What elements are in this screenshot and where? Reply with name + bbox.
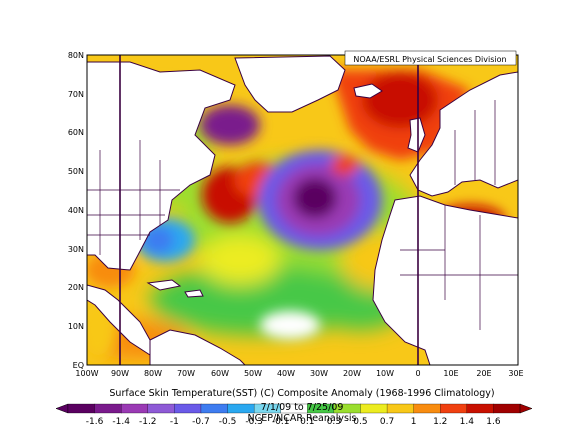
colorbar-label: -1.6 [86, 417, 104, 427]
continents [87, 55, 518, 365]
africa-land [372, 195, 518, 365]
credit-text: NOAA/ESRL Physical Sciences Division [353, 55, 506, 64]
colorbar-swatch [386, 403, 415, 414]
colorbar-label: 0.5 [353, 417, 367, 427]
map-frame [86, 54, 519, 366]
colorbar-label: -0.3 [245, 417, 263, 427]
colorbar-arrow-low [55, 403, 69, 414]
colorbar-swatch [200, 403, 229, 414]
colorbar-swatch [147, 403, 176, 414]
lon-label: 40W [277, 369, 295, 378]
lat-label: 20N [68, 283, 84, 292]
colorbar-label: 1.6 [486, 417, 501, 427]
reference-meridians [119, 55, 419, 365]
colorbar-label: 1 [411, 417, 417, 427]
colorbar-label: -0.7 [192, 417, 210, 427]
colorbar-swatch [413, 403, 441, 414]
caribbean-islands [146, 279, 204, 298]
lat-label: 40N [68, 206, 84, 215]
lon-label: 90W [111, 369, 129, 378]
lat-label: 50N [68, 167, 84, 176]
lon-label: 20W [343, 369, 361, 378]
colorbar-swatch [174, 403, 202, 414]
north-america-land [87, 61, 236, 271]
lat-label: 70N [68, 90, 84, 99]
colorbar-label: 1.4 [460, 417, 475, 427]
colorbar-label: -1.2 [139, 417, 157, 427]
iceland-land [353, 83, 383, 99]
colorbar-swatch [360, 403, 388, 414]
credit-box [344, 50, 517, 66]
lon-label: 60W [211, 369, 229, 378]
lat-label: 60N [68, 128, 84, 137]
lon-label: 100W [75, 369, 98, 378]
colorbar-label: -0.1 [272, 417, 290, 427]
colorbar-swatch [94, 403, 122, 414]
colorbar-arrow-high [519, 403, 533, 414]
caption-date-range: 7/1/09 to 7/25/09 [261, 402, 344, 413]
greenland-land [234, 55, 346, 113]
colorbar-label: -1.4 [112, 417, 130, 427]
colorbar-swatch [67, 403, 96, 414]
colorbar-label: -1 [170, 417, 179, 427]
lat-label: EQ [73, 361, 84, 370]
lat-label: 30N [68, 245, 84, 254]
lon-label: 10W [376, 369, 394, 378]
lon-label: 10E [443, 369, 458, 378]
colorbar-label: 0.3 [327, 417, 341, 427]
lon-label: 30E [508, 369, 523, 378]
colorbar-swatch [493, 403, 521, 414]
lon-label: 30W [310, 369, 328, 378]
colorbar: -1.6 -1.4 -1.2 -1 -0.7 -0.5 -0.3 -0.1 0.1 0.3 0.5 0… [55, 403, 533, 427]
latitude-labels: 80N 70N 60N 50N 40N 30N 20N 10N EQ [68, 51, 84, 370]
lon-label: 0 [415, 369, 420, 378]
lon-label: 80W [144, 369, 162, 378]
longitude-labels: 100W 90W 80W 70W 60W 50W 40W 30W 20W 10W… [75, 369, 523, 378]
colorbar-swatch [227, 403, 255, 414]
caption-source: NCEP/NCAR Reanalysis [247, 413, 356, 424]
colorbar-label: 0.7 [380, 417, 394, 427]
europe-land [409, 71, 518, 197]
south-america-land [149, 329, 246, 365]
colorbar-label: 0.1 [300, 417, 314, 427]
lon-label: 20E [476, 369, 491, 378]
lat-label: 80N [68, 51, 84, 60]
lon-label: 70W [177, 369, 195, 378]
colorbar-swatch [466, 403, 495, 414]
lat-label: 10N [68, 322, 84, 331]
colorbar-label: -0.5 [219, 417, 237, 427]
colorbar-swatch [440, 403, 468, 414]
lon-label: 50W [244, 369, 262, 378]
colorbar-swatch [121, 403, 149, 414]
caption-title: Surface Skin Temperature(SST) (C) Compos… [109, 388, 494, 399]
colorbar-label: 1.2 [433, 417, 447, 427]
